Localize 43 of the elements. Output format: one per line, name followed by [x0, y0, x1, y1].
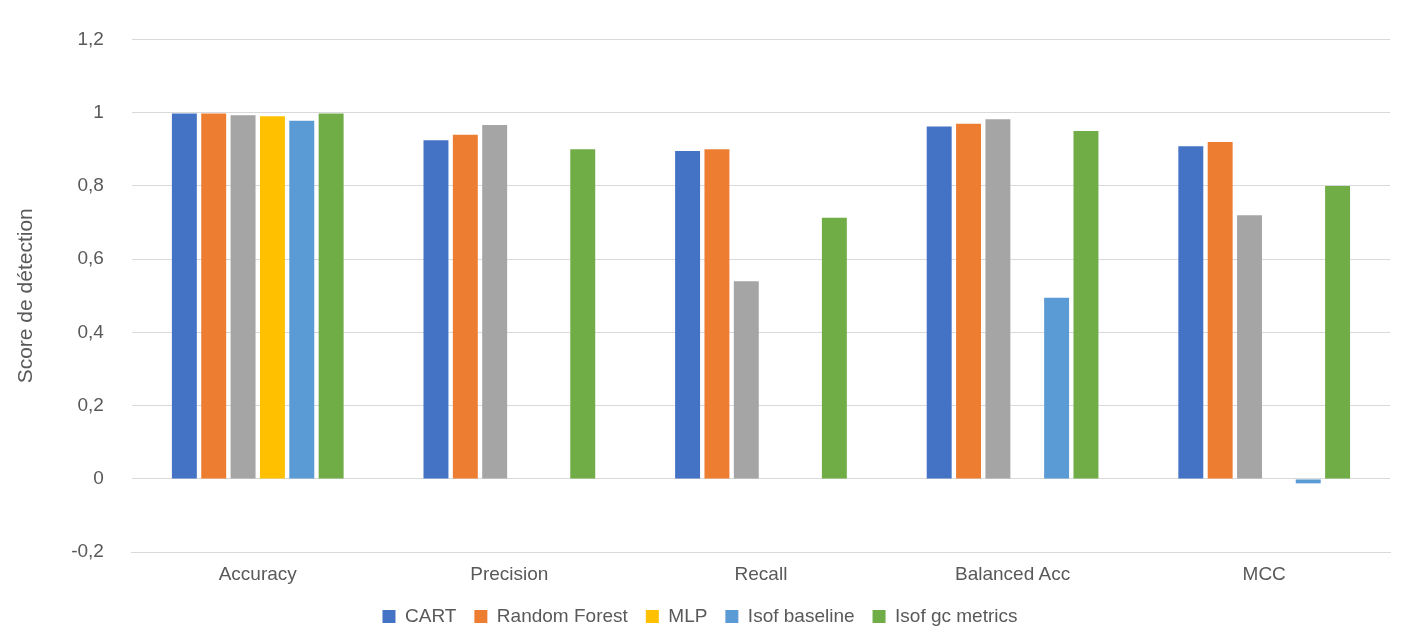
bar [926, 126, 952, 479]
y-tick-label: 1,2 [77, 27, 104, 49]
y-tick-label: 0,8 [77, 174, 104, 196]
bar [1207, 141, 1233, 479]
y-tick-label: 1 [93, 100, 104, 122]
legend-label: Isof baseline [747, 604, 855, 626]
bar [1044, 297, 1070, 479]
bar [318, 113, 344, 479]
legend-label: CART [404, 604, 457, 626]
bar [675, 151, 701, 479]
y-tick-label: -0,2 [71, 540, 104, 562]
x-tick-label: MCC [1242, 562, 1286, 584]
x-tick-label: Precision [470, 562, 549, 584]
y-tick-label: 0,6 [77, 247, 104, 269]
bar [230, 115, 256, 479]
bar [289, 120, 315, 479]
x-tick-label: Recall [734, 562, 788, 584]
y-tick-label: 0 [93, 467, 104, 489]
legend-label: Random Forest [496, 604, 629, 626]
bar [423, 140, 449, 479]
bar [704, 149, 730, 479]
bar [201, 113, 227, 479]
bar [733, 281, 759, 479]
bar [1178, 146, 1204, 479]
bar [1073, 130, 1099, 479]
bar [1325, 185, 1351, 479]
bar [570, 149, 596, 479]
x-tick-label: Balanced Acc [955, 562, 1071, 584]
legend-label: MLP [668, 604, 708, 626]
y-axis-title: Score de détection [13, 208, 37, 384]
legend-label: Isof gc metrics [895, 604, 1018, 626]
x-tick-label: Accuracy [218, 562, 298, 584]
bar [985, 119, 1011, 479]
y-tick-label: 0,4 [77, 320, 105, 342]
bar [452, 134, 478, 479]
y-tick-label: 0,2 [77, 393, 104, 415]
bar [259, 116, 285, 479]
bar [171, 113, 197, 479]
bar [821, 217, 847, 479]
bar [482, 125, 508, 479]
bar [1295, 479, 1321, 484]
bar [956, 123, 982, 479]
bar [1237, 215, 1262, 479]
